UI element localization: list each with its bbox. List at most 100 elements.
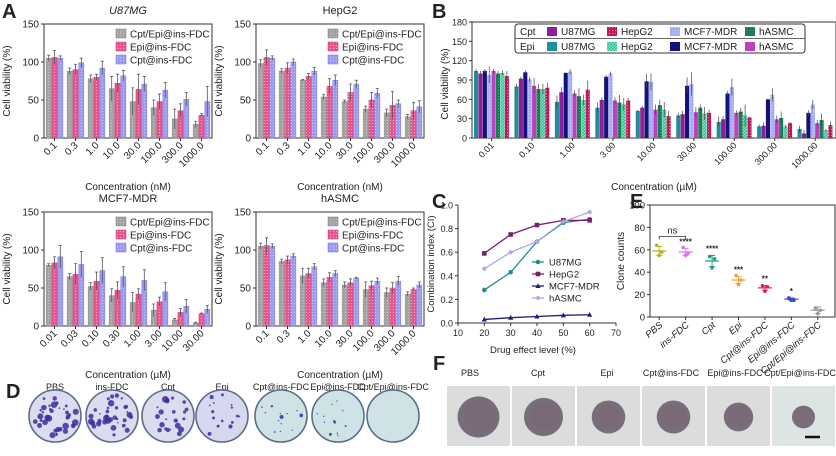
- bar: [653, 109, 658, 138]
- bar: [278, 70, 285, 139]
- y-tick-label: 0: [640, 313, 645, 324]
- bar: [779, 118, 784, 138]
- chart-c: C 0.0 0.2 0.4 0.6 0.8 1.0 10 20 30 40 50 60 70 Combina…: [426, 191, 621, 356]
- bar: [341, 101, 348, 139]
- legend-label: Cpt/Epi@ins-FDC: [130, 218, 210, 229]
- y-tick-label: 50: [240, 284, 252, 295]
- x-tick-label: 0.01: [477, 140, 496, 159]
- colony: [277, 419, 280, 422]
- colony: [64, 404, 68, 408]
- y-tick-label: 60: [634, 245, 645, 256]
- bar: [374, 280, 381, 327]
- marker: [587, 311, 593, 317]
- y-tick-label: 80: [634, 223, 645, 234]
- x-tick-label: 10.0: [313, 140, 335, 162]
- x-tick-label: 0.30: [101, 328, 123, 350]
- marker: [534, 313, 540, 319]
- bar: [269, 245, 276, 327]
- y-tick-label: 0: [245, 322, 251, 333]
- colony: [333, 420, 337, 424]
- colony: [175, 420, 178, 423]
- legend-label: Cpt@ins-FDC: [130, 56, 192, 67]
- marker: [508, 249, 514, 255]
- x-tick-label: 10.00: [160, 328, 186, 354]
- bar: [815, 123, 820, 138]
- colony: [124, 404, 129, 409]
- spheroid-core: [662, 404, 687, 428]
- bracket-label: ns: [667, 225, 677, 236]
- colony: [209, 395, 214, 400]
- bar: [78, 62, 85, 139]
- colony: [37, 413, 44, 420]
- legend-label: HepG2: [621, 42, 653, 53]
- bar: [474, 70, 479, 138]
- colony: [211, 410, 215, 414]
- colony: [42, 419, 48, 426]
- bar: [45, 58, 52, 139]
- data-point: [739, 278, 743, 282]
- legend-swatch: [327, 242, 339, 253]
- spheroid-core: [796, 407, 813, 425]
- y-tick-label: 0.2: [440, 295, 453, 305]
- bar: [595, 107, 600, 138]
- colony: [121, 423, 126, 428]
- bar: [729, 87, 734, 138]
- colony: [65, 414, 71, 419]
- spheroid-core: [464, 401, 495, 431]
- data-point: [792, 298, 796, 303]
- bar: [662, 109, 667, 138]
- marker: [535, 271, 541, 277]
- data-point: [659, 250, 664, 254]
- colony: [323, 421, 326, 423]
- bar: [45, 265, 52, 327]
- bar: [284, 67, 291, 139]
- spheroid-label: PBS: [461, 368, 479, 378]
- bar: [604, 76, 609, 138]
- legend-swatch: [115, 54, 127, 65]
- bar: [332, 273, 339, 327]
- bar: [568, 71, 573, 138]
- x-tick-label: 0.1: [42, 140, 60, 158]
- bar: [87, 78, 94, 139]
- colony: [52, 396, 57, 401]
- colony: [157, 427, 162, 433]
- significance-stars: ****: [679, 238, 692, 247]
- bar: [689, 83, 694, 138]
- bar: [496, 73, 501, 138]
- legend-swatch: [607, 42, 617, 51]
- legend-label: Epi@ins-FDC: [342, 231, 403, 242]
- marker: [508, 232, 513, 237]
- legend-label: hASMC: [549, 294, 582, 305]
- x-tick-label: 1.00: [122, 328, 144, 350]
- bar: [823, 130, 829, 138]
- colony: [49, 432, 56, 439]
- bar: [608, 73, 613, 138]
- y-tick-label: 180: [452, 18, 467, 28]
- colony: [279, 412, 282, 415]
- colony: [72, 424, 75, 428]
- colony: [62, 428, 69, 434]
- y-axis-label: Cell viability (%): [214, 233, 225, 304]
- data-point: [710, 265, 714, 270]
- bar: [416, 284, 423, 327]
- bar: [698, 107, 703, 138]
- bar: [311, 266, 318, 327]
- colony: [174, 422, 181, 429]
- plate-label: Cpt/Epi@ins-FDC: [357, 382, 429, 392]
- legend-label: hASMC: [759, 27, 793, 38]
- legend-label: Epi@ins-FDC: [130, 231, 191, 242]
- bar: [290, 255, 297, 327]
- legend-label: MCF7-MDR: [684, 42, 737, 53]
- significance-stars: ***: [734, 266, 744, 275]
- culture-plate: [85, 389, 139, 443]
- legend-swatch: [327, 229, 339, 240]
- bar: [120, 75, 127, 139]
- bar: [563, 72, 568, 138]
- colony: [106, 397, 110, 401]
- legend-label: U87MG: [561, 27, 596, 38]
- y-tick-label: 0: [33, 134, 39, 145]
- y-tick-label: 30: [457, 114, 467, 124]
- legend-swatch: [327, 216, 339, 227]
- chart-title: HepG2: [323, 5, 358, 17]
- colony: [93, 408, 98, 412]
